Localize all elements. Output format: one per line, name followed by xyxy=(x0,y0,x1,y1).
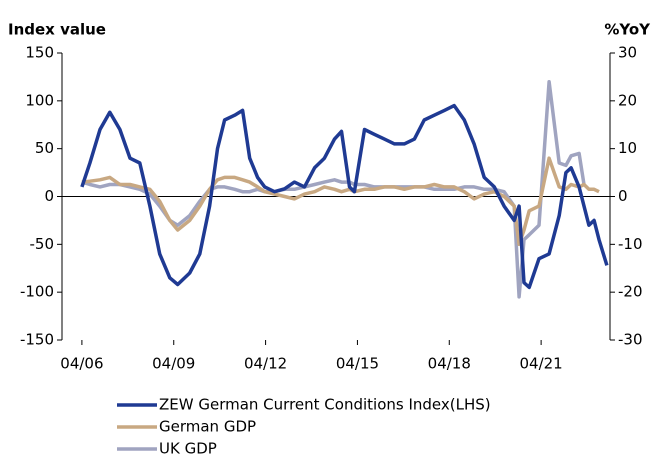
y-axis-label: Index value xyxy=(8,21,106,39)
x-tick-label: 04/09 xyxy=(152,355,195,373)
y2-tick-label: -10 xyxy=(618,235,643,253)
y2-tick-label: -30 xyxy=(618,331,643,349)
x-tick-label: 04/12 xyxy=(244,355,287,373)
legend-label: ZEW German Current Conditions Index(LHS) xyxy=(159,396,491,414)
y-tick-label: 100 xyxy=(25,91,54,109)
legend-label: UK GDP xyxy=(159,440,217,458)
legend-label: German GDP xyxy=(159,418,256,436)
series-line xyxy=(80,103,609,290)
y2-tick-label: 30 xyxy=(618,44,637,62)
y-tick-label: 50 xyxy=(35,139,54,157)
y-tick-label: -100 xyxy=(20,283,54,301)
x-tick-label: 04/18 xyxy=(428,355,471,373)
y-tick-label: 0 xyxy=(44,187,54,205)
y2-tick-label: -20 xyxy=(618,283,643,301)
y-tick-label: -50 xyxy=(30,235,55,253)
y2-tick-label: 0 xyxy=(618,187,628,205)
x-tick-label: 04/06 xyxy=(60,355,103,373)
y2-tick-label: 20 xyxy=(618,91,637,109)
y-tick-label: -150 xyxy=(20,331,54,349)
y2-tick-label: 10 xyxy=(618,139,637,157)
y2-axis-label: %YoY xyxy=(604,21,651,39)
y-tick-label: 150 xyxy=(25,44,54,62)
x-tick-label: 04/15 xyxy=(336,355,379,373)
x-tick-label: 04/21 xyxy=(520,355,563,373)
